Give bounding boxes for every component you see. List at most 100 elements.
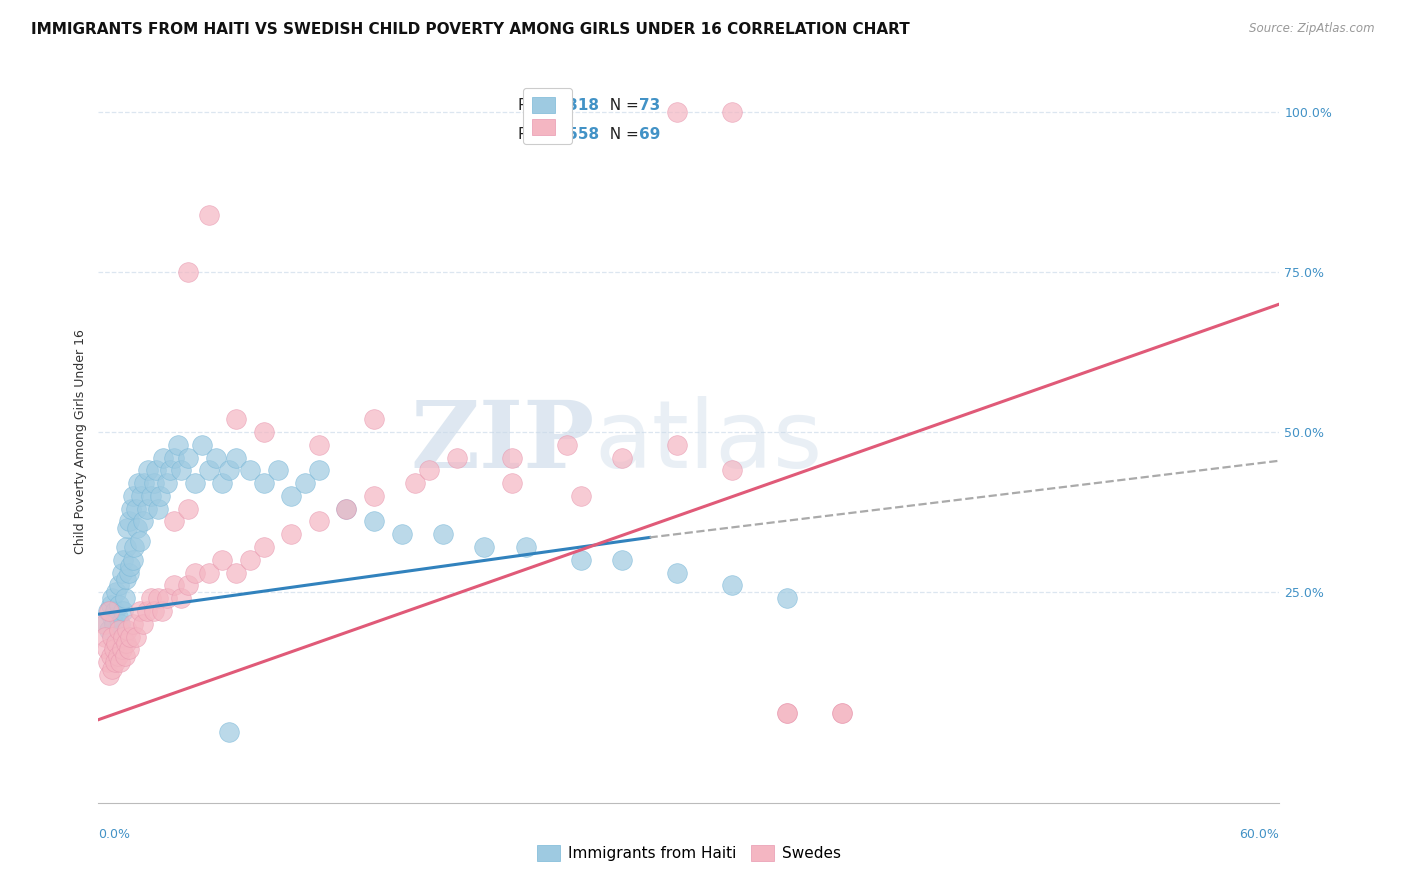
Point: [97, 616, 120, 631]
Text: N =: N =: [600, 98, 644, 113]
Point: [1071, 591, 1094, 606]
Point: [121, 642, 143, 657]
Point: [117, 623, 139, 637]
Point: [284, 566, 307, 580]
Text: 0.558: 0.558: [551, 127, 599, 142]
Point: [166, 476, 188, 491]
Point: [131, 566, 153, 580]
Text: 0.0%: 0.0%: [98, 828, 131, 840]
Point: [235, 438, 257, 452]
Point: [441, 501, 464, 516]
Point: [177, 604, 200, 618]
Point: [125, 591, 148, 606]
Point: [107, 610, 129, 624]
Y-axis label: Child Poverty Among Girls Under 16: Child Poverty Among Girls Under 16: [75, 329, 87, 554]
Point: [142, 521, 165, 535]
Point: [115, 648, 138, 663]
Point: [135, 501, 157, 516]
Point: [776, 489, 799, 503]
Point: [103, 604, 125, 618]
Point: [205, 591, 228, 606]
Point: [145, 476, 167, 491]
Point: [125, 648, 148, 663]
Text: N =: N =: [600, 127, 644, 142]
Point: [215, 450, 238, 465]
Point: [107, 591, 129, 606]
Point: [180, 450, 202, 465]
Text: 60.0%: 60.0%: [1240, 828, 1279, 840]
Point: [304, 553, 326, 567]
Point: [112, 584, 135, 599]
Point: [274, 725, 297, 739]
Point: [441, 501, 464, 516]
Point: [215, 501, 238, 516]
Point: [1150, 706, 1173, 721]
Point: [481, 515, 503, 529]
Point: [111, 604, 134, 618]
Point: [118, 655, 141, 669]
Text: 73: 73: [640, 98, 661, 113]
Point: [111, 655, 134, 669]
Point: [132, 559, 155, 574]
Point: [127, 636, 149, 650]
Point: [254, 450, 277, 465]
Point: [1071, 706, 1094, 721]
Point: [115, 610, 138, 624]
Point: [225, 566, 247, 580]
Point: [146, 604, 169, 618]
Point: [264, 476, 287, 491]
Point: [101, 604, 124, 618]
Point: [118, 616, 141, 631]
Point: [835, 450, 858, 465]
Point: [264, 553, 287, 567]
Point: [638, 540, 661, 554]
Text: IMMIGRANTS FROM HAITI VS SWEDISH CHILD POVERTY AMONG GIRLS UNDER 16 CORRELATION : IMMIGRANTS FROM HAITI VS SWEDISH CHILD P…: [31, 22, 910, 37]
Point: [162, 489, 184, 503]
Point: [157, 463, 180, 477]
Point: [245, 208, 267, 222]
Point: [156, 604, 179, 618]
Point: [148, 489, 170, 503]
Point: [141, 501, 163, 516]
Legend: Immigrants from Haiti, Swedes: Immigrants from Haiti, Swedes: [531, 839, 846, 867]
Point: [678, 476, 700, 491]
Point: [117, 578, 139, 592]
Point: [195, 515, 218, 529]
Point: [131, 515, 153, 529]
Point: [176, 489, 198, 503]
Point: [152, 476, 174, 491]
Text: ZIP: ZIP: [411, 397, 595, 486]
Point: [146, 533, 169, 548]
Point: [128, 521, 150, 535]
Point: [245, 566, 267, 580]
Point: [121, 566, 143, 580]
Point: [128, 623, 150, 637]
Point: [402, 515, 425, 529]
Point: [215, 578, 238, 592]
Point: [150, 515, 173, 529]
Point: [186, 476, 208, 491]
Point: [201, 438, 224, 452]
Point: [156, 501, 179, 516]
Point: [117, 598, 139, 612]
Point: [756, 438, 779, 452]
Point: [993, 105, 1015, 120]
Point: [136, 489, 159, 503]
Point: [97, 630, 120, 644]
Point: [131, 642, 153, 657]
Point: [122, 553, 145, 567]
Point: [363, 489, 385, 503]
Point: [225, 476, 247, 491]
Point: [103, 623, 125, 637]
Point: [172, 591, 194, 606]
Text: 0.318: 0.318: [551, 98, 599, 113]
Point: [914, 105, 936, 120]
Point: [914, 566, 936, 580]
Point: [382, 476, 405, 491]
Text: Source: ZipAtlas.com: Source: ZipAtlas.com: [1250, 22, 1375, 36]
Point: [136, 616, 159, 631]
Point: [127, 540, 149, 554]
Point: [172, 501, 194, 516]
Point: [170, 463, 193, 477]
Point: [284, 450, 307, 465]
